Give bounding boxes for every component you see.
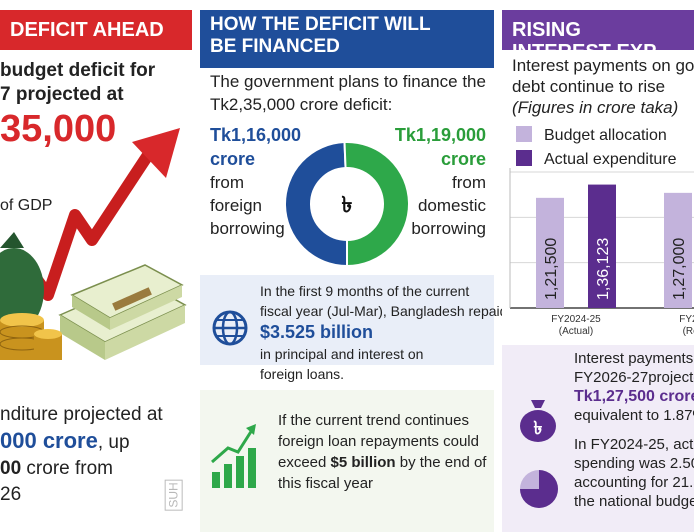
x-tick-label-0-0: FY2024-25 [551,314,601,325]
interest-intro-line3: (Figures in crore taka) [512,98,679,117]
trend-amount: $5 billion [330,454,396,471]
note1-line4: equivalent to 1.87% [574,407,694,424]
foreign-from: from [210,173,244,192]
gdp-text: of GDP [0,197,53,214]
donut-slice-foreign-borrowing [284,141,348,268]
domestic-amount: Tk1,19,000 [394,125,486,145]
expenditure-increase: 00 [0,458,22,479]
x-tick-label-0-1: (Actual) [559,326,593,337]
trend-line3: exceed $5 billion by the end of [278,454,486,471]
financing-header-line1: HOW THE DEFICIT WILL [210,14,431,35]
financing-panel-header: HOW THE DEFICIT WILL BE FINANCED [200,10,494,68]
repay-line3: in principal and interest on [260,346,424,362]
repay-line4: foreign loans. [260,366,345,382]
interest-intro-line2: debt continue to rise [512,77,666,96]
note2-line4: the national budge [574,493,694,510]
interest-intro-line1: Interest payments on gov [512,56,694,75]
pie-chart-icon [520,470,558,508]
deficit-panel: DEFICIT AHEAD budget deficit for 7 proje… [0,0,192,532]
note1-line2: FY2026-27projecte [574,369,694,386]
trend-line1: If the current trend continues [278,412,469,429]
bar-value-label-0-0: 1,21,500 [543,238,560,300]
expenditure-amount: 000 crore [0,428,98,453]
financing-panel: HOW THE DEFICIT WILL BE FINANCED The gov… [200,0,507,532]
repay-line1: In the first 9 months of the current [260,283,470,299]
legend-label-0: Budget allocation [544,127,667,144]
repay-line2: fiscal year (Jul-Mar), Bangladesh repaid [260,303,508,319]
money-illustration [0,128,187,360]
money-bag-icon [0,232,44,332]
interest-bar-chart: Budget allocation Actual expenditure 1,21… [509,126,694,337]
foreign-source1: foreign [210,196,262,215]
deficit-line1: budget deficit for [0,60,156,81]
note2-line1: In FY2024-25, actu [574,436,694,453]
interest-panel-header: RISING INTEREST EXP [502,10,694,63]
expenditure-line3-rest: crore from [21,458,113,479]
deficit-panel-header: DEFICIT AHEAD [0,10,192,50]
bar-value-label-0-1: 1,27,000 [671,238,688,300]
legend-swatch-1 [516,150,532,166]
globe-icon [212,310,248,346]
repayment-box [200,275,494,365]
donut-center [329,186,365,222]
x-tick-label-1-1: (Revised) [683,326,694,337]
domestic-from: from [452,173,486,192]
coin-stack-icon [0,313,62,360]
trend-line4: this fiscal year [278,475,374,492]
foreign-amount: Tk1,16,000 [210,125,302,145]
domestic-source1: domestic [417,196,486,215]
financing-header-line2: BE FINANCED [210,36,340,57]
trend-line2: foreign loan repayments could [278,433,479,450]
bag-taka-symbol: ৳ [534,418,543,438]
financing-intro-line2: Tk2,35,000 crore deficit: [210,95,393,114]
note2-line3: accounting for 21.5 [574,474,694,491]
x-tick-label-1-0: FY2025-26 [679,314,694,325]
trend-line3-post: by the end of [395,454,487,471]
financing-donut-chart: ৳ [284,141,410,268]
trend-line3-pre: exceed [278,454,331,471]
repay-amount: $3.525 billion [260,322,374,342]
deficit-amount: 35,000 [0,108,117,150]
expenditure-line2: 000 crore, up [0,428,130,454]
domestic-unit: crore [440,149,486,169]
expenditure-line4: 26 [0,484,22,505]
bar-1-0 [588,184,616,308]
taka-symbol-icon: ৳ [342,192,353,217]
note2-line2: spending was 2.50 [574,455,694,472]
deficit-line2: 7 projected at [0,84,124,105]
bar-value-label-1-0: 1,36,123 [595,238,612,300]
expenditure-line3: 00 crore from [0,458,113,480]
foreign-source2: borrowing [210,219,285,238]
stamp-logo: SUH [164,479,183,511]
note1-line1: Interest payments in [574,350,694,367]
financing-intro-line1: The government plans to finance the [210,72,486,91]
banknote-stack-icon [58,264,187,360]
bar-0-0 [536,197,564,308]
money-bag-icon: ৳ [520,400,556,442]
bar-0-1 [664,192,692,308]
legend-swatch-0 [516,126,532,142]
legend-label-1: Actual expenditure [544,151,677,168]
expenditure-line1: nditure projected at [0,404,163,425]
foreign-unit: crore [210,149,256,169]
donut-slice-domestic-borrowing [343,141,410,268]
interest-panel: RISING INTEREST EXP Interest payments on… [502,0,694,532]
domestic-source2: borrowing [411,219,486,238]
growth-chart-icon [211,424,256,488]
expenditure-line2-rest: , up [97,432,130,453]
note1-amount: Tk1,27,500 crore [574,388,694,405]
